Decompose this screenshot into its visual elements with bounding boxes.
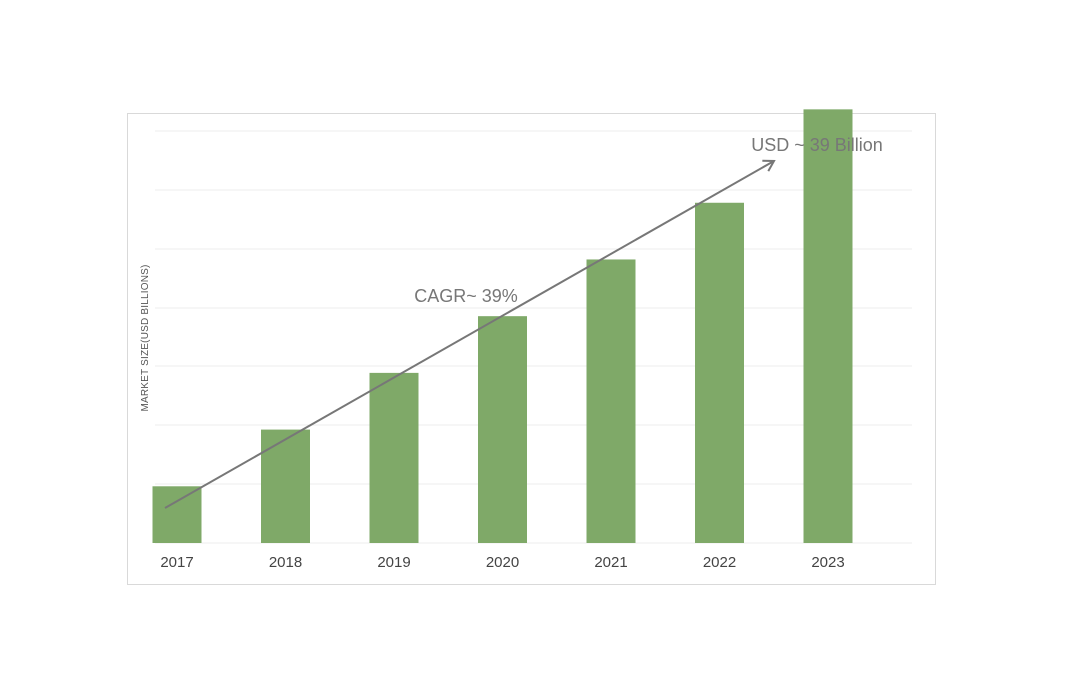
x-tick-label-2023: 2023: [811, 554, 844, 571]
bar-2018: [261, 429, 310, 543]
end-value-annotation: USD ~ 39 Billion: [751, 135, 883, 155]
x-tick-label-2017: 2017: [160, 554, 193, 571]
bar-2020: [478, 316, 527, 543]
cagr-trend-arrow: [164, 159, 776, 509]
x-tick-label-2022: 2022: [703, 554, 736, 571]
bar-2019: [369, 372, 419, 543]
x-axis-ticks: 2017 2018 2019 2020 2021 2022 2023: [160, 554, 844, 571]
gridlines: [155, 130, 912, 544]
x-tick-label-2021: 2021: [594, 554, 627, 571]
bar-2023: [803, 109, 853, 543]
bars: [152, 109, 853, 543]
x-tick-label-2020: 2020: [486, 554, 519, 571]
bar-2017: [152, 486, 202, 543]
x-tick-label-2018: 2018: [269, 554, 302, 571]
cagr-annotation: CAGR~ 39%: [414, 286, 518, 306]
bar-2022: [695, 202, 744, 543]
x-tick-label-2019: 2019: [377, 554, 410, 571]
y-axis-label: MARKET SIZE(USD BILLIONS): [140, 264, 151, 411]
bar-2021: [586, 259, 636, 543]
